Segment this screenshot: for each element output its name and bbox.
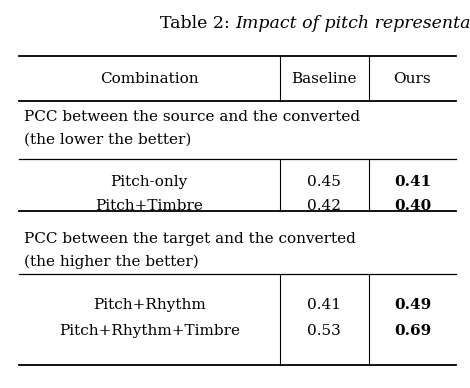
Text: 0.49: 0.49 — [394, 298, 431, 312]
Text: 0.53: 0.53 — [307, 324, 341, 338]
Text: Baseline: Baseline — [291, 72, 357, 86]
Text: PCC between the target and the converted: PCC between the target and the converted — [24, 232, 355, 246]
Text: Pitch+Timbre: Pitch+Timbre — [95, 199, 203, 213]
Text: (the higher the better): (the higher the better) — [24, 255, 198, 269]
Text: 0.69: 0.69 — [394, 324, 431, 338]
Text: Combination: Combination — [100, 72, 198, 86]
Text: Pitch+Rhythm: Pitch+Rhythm — [93, 298, 205, 312]
Text: 0.41: 0.41 — [307, 298, 341, 312]
Text: Impact of pitch representation: Impact of pitch representation — [235, 15, 470, 32]
Text: PCC between the source and the converted: PCC between the source and the converted — [24, 110, 360, 124]
Text: Ours: Ours — [393, 72, 431, 86]
Text: Pitch+Rhythm+Timbre: Pitch+Rhythm+Timbre — [59, 324, 240, 338]
Text: 0.42: 0.42 — [307, 199, 341, 213]
Text: (the lower the better): (the lower the better) — [24, 133, 191, 147]
Text: 0.40: 0.40 — [394, 199, 431, 213]
Text: Pitch-only: Pitch-only — [110, 175, 188, 189]
Text: 0.45: 0.45 — [307, 175, 341, 189]
Text: 0.41: 0.41 — [394, 175, 431, 189]
Text: Table 2:: Table 2: — [160, 15, 235, 32]
